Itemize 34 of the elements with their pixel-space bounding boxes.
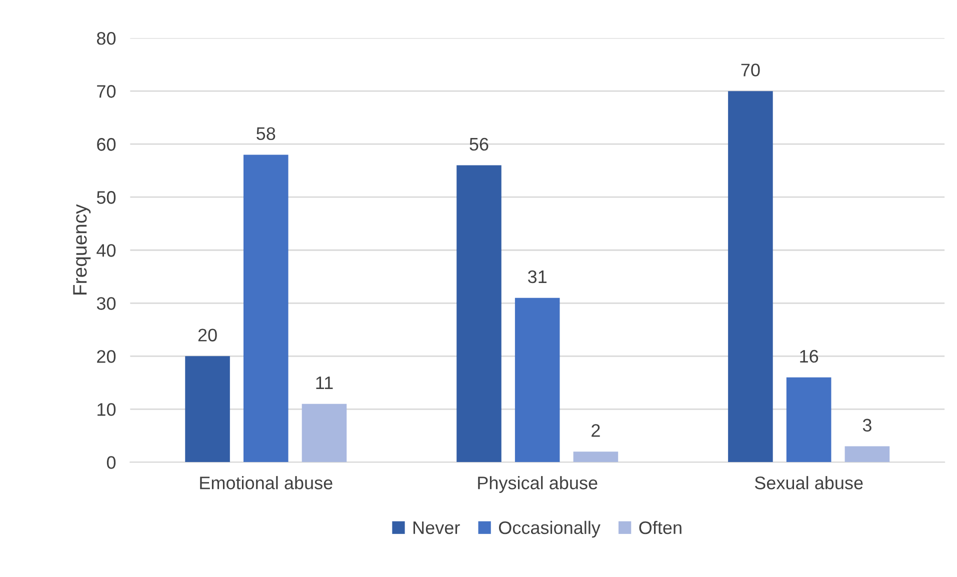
data-label: 3 <box>862 418 872 432</box>
y-tick-label: 50 <box>96 191 116 204</box>
data-label: 58 <box>256 127 276 140</box>
bar <box>243 154 288 462</box>
y-tick-label: 0 <box>106 456 116 469</box>
bar <box>185 356 230 462</box>
data-label: 56 <box>470 138 488 151</box>
y-tick-label: 40 <box>96 244 116 257</box>
bar <box>786 377 832 462</box>
y-tick-label: 20 <box>97 350 116 363</box>
y-tick-label: 70 <box>97 85 116 98</box>
y-tick-label: 10 <box>98 403 116 416</box>
bar <box>514 298 560 462</box>
bar <box>456 165 502 462</box>
y-axis-title: Frequency <box>73 204 91 294</box>
y-tick-label: 60 <box>97 138 116 151</box>
x-tick-label: Emotional abuse <box>200 476 332 490</box>
data-label: 2 <box>592 424 600 437</box>
data-label: 16 <box>800 350 818 363</box>
bar <box>728 91 773 462</box>
y-tick-label: 30 <box>96 297 116 310</box>
bar <box>573 452 618 462</box>
data-label: 20 <box>198 328 217 342</box>
legend-label: Never <box>414 522 460 534</box>
legend-label: Often <box>639 520 682 534</box>
data-label: 31 <box>528 270 547 284</box>
y-tick-label: 80 <box>96 32 116 45</box>
x-tick-label: Sexual abuse <box>754 476 863 490</box>
legend-label: Occasionally <box>498 520 600 538</box>
data-label: 11 <box>316 376 333 390</box>
bar <box>302 404 347 462</box>
bar <box>844 446 890 462</box>
data-label: 70 <box>741 64 760 76</box>
x-tick-label: Physical abuse <box>478 476 598 493</box>
